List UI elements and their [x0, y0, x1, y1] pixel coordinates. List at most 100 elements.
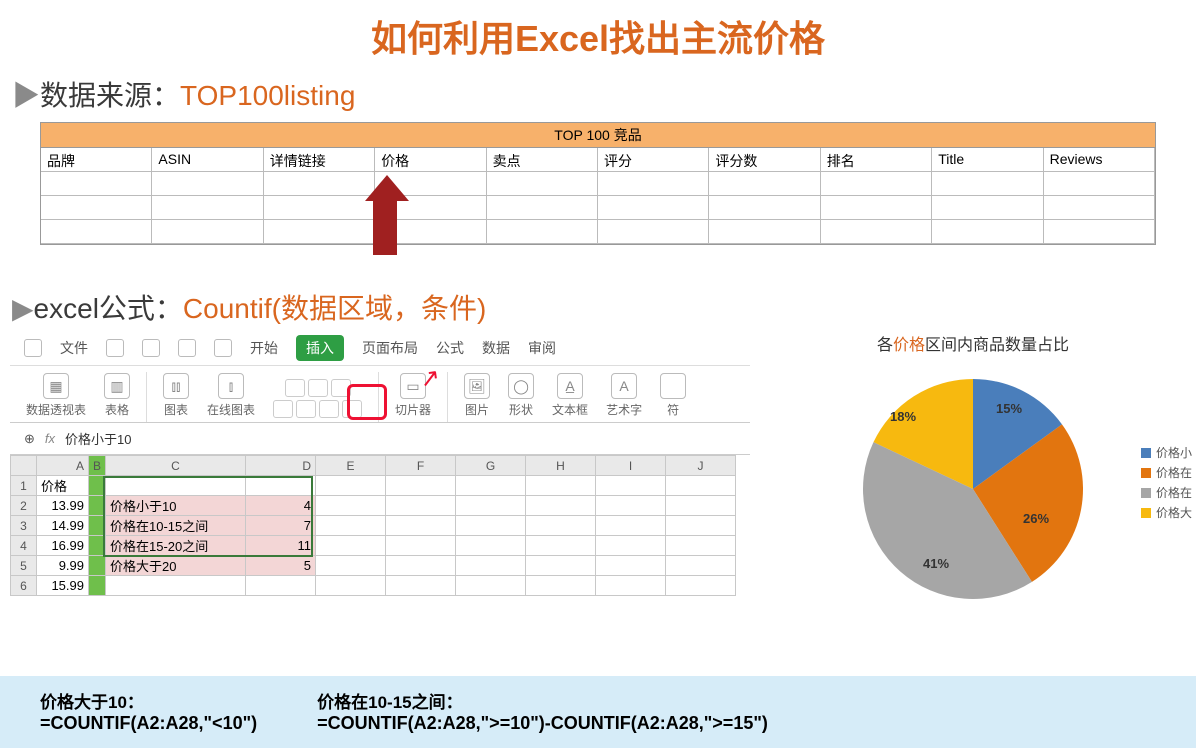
group-online-chart[interactable]: ⫾在线图表: [201, 373, 261, 422]
group-chart[interactable]: ⫾⫾图表: [157, 373, 195, 422]
cell[interactable]: [386, 496, 456, 516]
cell[interactable]: [89, 556, 106, 576]
cell[interactable]: 14.99: [37, 516, 89, 536]
worksheet[interactable]: ABCDEFGHIJ1价格213.99价格小于104314.99价格在10-15…: [10, 455, 750, 596]
group-picture[interactable]: 🖼图片: [458, 373, 496, 422]
tab-home[interactable]: 开始: [250, 338, 278, 358]
cell[interactable]: [456, 576, 526, 596]
tab-file[interactable]: 文件: [60, 338, 88, 358]
cell[interactable]: [666, 536, 736, 556]
cell[interactable]: [526, 476, 596, 496]
fx-icon[interactable]: fx: [45, 431, 55, 446]
cell[interactable]: [666, 476, 736, 496]
cell[interactable]: [526, 576, 596, 596]
cell[interactable]: 11: [246, 536, 316, 556]
cell[interactable]: [386, 536, 456, 556]
cell[interactable]: 价格: [37, 476, 89, 496]
top100-cell[interactable]: [821, 196, 932, 220]
cell[interactable]: 13.99: [37, 496, 89, 516]
cell[interactable]: [106, 476, 246, 496]
col-header[interactable]: H: [526, 456, 596, 476]
cell[interactable]: [456, 556, 526, 576]
top100-cell[interactable]: [598, 196, 709, 220]
cell[interactable]: [456, 516, 526, 536]
cell[interactable]: 9.99: [37, 556, 89, 576]
top100-cell[interactable]: [1044, 196, 1155, 220]
cell[interactable]: 7: [246, 516, 316, 536]
cell[interactable]: [526, 516, 596, 536]
top100-cell[interactable]: [41, 172, 152, 196]
top100-cell[interactable]: [709, 220, 820, 244]
row-header[interactable]: 4: [11, 536, 37, 556]
cell[interactable]: [386, 556, 456, 576]
cell[interactable]: [316, 556, 386, 576]
cell[interactable]: [666, 556, 736, 576]
cell[interactable]: [89, 496, 106, 516]
cell[interactable]: 价格小于10: [106, 496, 246, 516]
row-header[interactable]: 2: [11, 496, 37, 516]
top100-cell[interactable]: [487, 172, 598, 196]
cell[interactable]: [526, 556, 596, 576]
cell[interactable]: 价格在15-20之间: [106, 536, 246, 556]
col-header[interactable]: E: [316, 456, 386, 476]
tab-formula[interactable]: 公式: [436, 338, 464, 358]
top100-cell[interactable]: [487, 220, 598, 244]
top100-cell[interactable]: [41, 220, 152, 244]
cell[interactable]: [596, 516, 666, 536]
cell[interactable]: [596, 476, 666, 496]
menu-icon[interactable]: [24, 339, 42, 357]
top100-cell[interactable]: [598, 220, 709, 244]
cell[interactable]: [106, 576, 246, 596]
top100-cell[interactable]: [932, 172, 1043, 196]
cell[interactable]: [526, 496, 596, 516]
cell[interactable]: [456, 496, 526, 516]
tab-layout[interactable]: 页面布局: [362, 338, 418, 358]
redo-icon[interactable]: [214, 339, 232, 357]
cell[interactable]: [596, 576, 666, 596]
group-table[interactable]: ▥表格: [98, 373, 136, 422]
group-wordart[interactable]: A艺术字: [600, 373, 648, 422]
cell[interactable]: [456, 476, 526, 496]
col-header[interactable]: G: [456, 456, 526, 476]
col-header[interactable]: J: [666, 456, 736, 476]
cell[interactable]: [316, 536, 386, 556]
save-icon[interactable]: [106, 339, 124, 357]
top100-cell[interactable]: [264, 172, 375, 196]
top100-cell[interactable]: [152, 172, 263, 196]
top100-cell[interactable]: [264, 220, 375, 244]
cell[interactable]: [526, 536, 596, 556]
col-header[interactable]: A: [37, 456, 89, 476]
print-icon[interactable]: [142, 339, 160, 357]
cell[interactable]: [386, 476, 456, 496]
top100-cell[interactable]: [821, 172, 932, 196]
cell[interactable]: [666, 516, 736, 536]
cell[interactable]: 价格在10-15之间: [106, 516, 246, 536]
top100-cell[interactable]: [1044, 172, 1155, 196]
cell[interactable]: [666, 496, 736, 516]
row-header[interactable]: 6: [11, 576, 37, 596]
top100-cell[interactable]: [41, 196, 152, 220]
col-header[interactable]: I: [596, 456, 666, 476]
cell[interactable]: [316, 496, 386, 516]
cell[interactable]: [316, 576, 386, 596]
cell[interactable]: [666, 576, 736, 596]
top100-cell[interactable]: [1044, 220, 1155, 244]
top100-cell[interactable]: [709, 196, 820, 220]
cell[interactable]: [596, 496, 666, 516]
group-symbol[interactable]: 符: [654, 373, 692, 422]
top100-cell[interactable]: [932, 220, 1043, 244]
top100-cell[interactable]: [821, 220, 932, 244]
top100-cell[interactable]: [709, 172, 820, 196]
col-header[interactable]: D: [246, 456, 316, 476]
undo-icon[interactable]: [178, 339, 196, 357]
cell[interactable]: [456, 536, 526, 556]
group-textbox[interactable]: A̲文本框: [546, 373, 594, 422]
row-header[interactable]: 5: [11, 556, 37, 576]
tab-review[interactable]: 审阅: [528, 338, 556, 358]
tab-data[interactable]: 数据: [482, 338, 510, 358]
tab-insert[interactable]: 插入: [296, 335, 344, 361]
cell[interactable]: [386, 516, 456, 536]
cell[interactable]: [386, 576, 456, 596]
row-header[interactable]: 3: [11, 516, 37, 536]
cell[interactable]: 价格大于20: [106, 556, 246, 576]
